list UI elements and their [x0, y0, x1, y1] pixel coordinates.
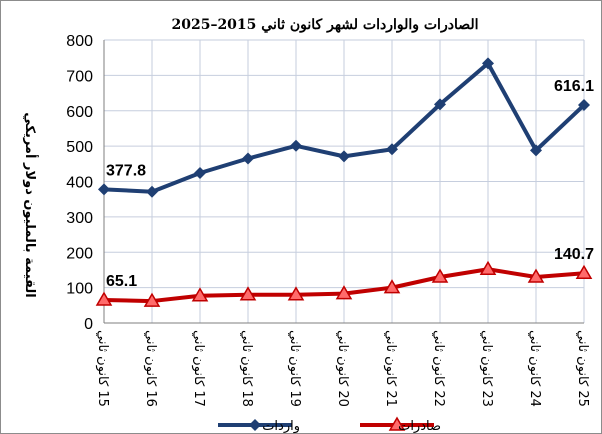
data-label-1-0: 65.1: [106, 273, 137, 290]
series-1-point-6: [383, 279, 401, 294]
series-0-point-6: [386, 143, 398, 156]
legend: واردات صادرات: [218, 416, 441, 434]
series-0-point-4: [290, 139, 302, 152]
series-1: 65.1 140.7: [95, 246, 594, 307]
x-tick-label-6: 21 كانون ثاني: [383, 330, 398, 407]
legend-label-1: صادرات: [398, 419, 441, 434]
x-tick-label-3: 18 كانون ثاني: [239, 330, 254, 407]
data-label-1-10: 140.7: [554, 246, 594, 263]
series-1-point-10: [575, 264, 593, 279]
series-0-point-8: [482, 57, 494, 70]
series-1-point-9: [527, 268, 545, 283]
x-tick-label-10: 25 كانون ثاني: [575, 330, 590, 407]
y-tick-label-400: 400: [66, 175, 93, 192]
y-tick-label-600: 600: [66, 104, 93, 121]
series-0: 377.8 616.1: [98, 57, 594, 198]
y-tick-label-300: 300: [66, 210, 93, 227]
series-1-point-5: [335, 285, 353, 300]
x-tick-label-9: 24 كانون ثاني: [527, 330, 542, 407]
series-1-point-7: [431, 268, 449, 283]
legend-marker-1: [388, 416, 406, 431]
series-layer: 377.8 616.1 65.1 140.7: [95, 57, 594, 307]
series-1-point-4: [287, 286, 305, 301]
series-0-point-0: [98, 183, 110, 196]
chart-title: الصادرات والواردات لشهر كانون ثاني 2015–…: [171, 17, 478, 33]
legend-entry-1: صادرات: [360, 416, 441, 434]
y-axis-label: القيمة بالمليون دولار أمريكي: [22, 112, 39, 298]
x-tick-label-4: 19 كانون ثاني: [287, 330, 302, 407]
y-tick-labels: 0 100 200 300 400 500 600 700 800: [66, 33, 93, 333]
y-tick-label-700: 700: [66, 68, 93, 85]
y-tick-label-0: 0: [84, 316, 93, 333]
series-0-point-7: [434, 98, 446, 111]
y-tick-label-500: 500: [66, 139, 93, 156]
x-tick-label-7: 22 كانون ثاني: [431, 330, 446, 407]
series-1-point-2: [191, 287, 209, 302]
series-0-point-5: [338, 150, 350, 163]
series-0-point-9: [530, 144, 542, 157]
data-label-0-0: 377.8: [106, 162, 146, 179]
series-1-point-8: [479, 260, 497, 275]
data-label-0-10: 616.1: [554, 78, 594, 95]
series-0-point-3: [242, 152, 254, 165]
series-1-point-3: [239, 286, 257, 301]
legend-marker-0: [249, 419, 261, 431]
x-tick-label-8: 23 كانون ثاني: [479, 330, 494, 407]
x-tick-label-1: 16 كانون ثاني: [143, 330, 158, 407]
legend-entry-0: واردات: [218, 419, 300, 434]
legend-label-0: واردات: [262, 419, 300, 434]
series-0-point-1: [146, 185, 158, 198]
y-tick-label-200: 200: [66, 245, 93, 262]
x-tick-label-2: 17 كانون ثاني: [191, 330, 206, 407]
y-tick-label-800: 800: [66, 33, 93, 50]
x-tick-label-0: 15 كانون ثاني: [95, 330, 110, 407]
series-1-point-0: [95, 291, 113, 306]
x-tick-label-5: 20 كانون ثاني: [335, 330, 350, 407]
series-1-point-1: [143, 292, 161, 307]
series-0-point-10: [578, 99, 590, 112]
y-tick-label-100: 100: [66, 281, 93, 298]
series-0-point-2: [194, 167, 206, 180]
x-tick-labels: 15 كانون ثاني 16 كانون ثاني 17 كانون ثاني 1…: [95, 330, 590, 407]
axes: [103, 40, 584, 324]
